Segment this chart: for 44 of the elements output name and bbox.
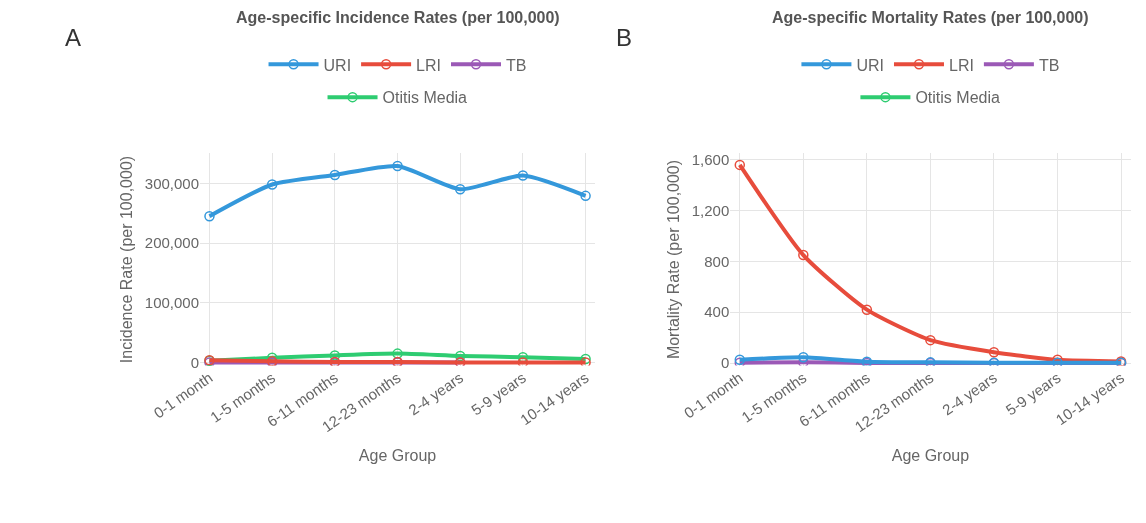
y-tick-label: 100,000 [144, 294, 200, 312]
point [798, 352, 809, 363]
legend-label: URI [323, 56, 352, 74]
legend-label: Otitis Media [915, 89, 1000, 107]
chart-title: Age-specific Incidence Rates (per 100,000) [236, 9, 560, 26]
y-tick-label: 400 [704, 303, 730, 321]
legend-label: LRI [948, 56, 974, 74]
point [580, 353, 591, 365]
point [734, 159, 746, 171]
x-axis-title: Age Group [891, 446, 970, 464]
x-axis-title: Age Group [358, 446, 437, 464]
point [266, 179, 278, 190]
legend-label: Otitis Media [382, 89, 468, 107]
legend-label: TB [1038, 56, 1060, 74]
text: A [65, 24, 82, 51]
point [454, 184, 466, 195]
y-tick-label: 800 [704, 252, 730, 270]
point [204, 210, 215, 222]
legend-label: TB [506, 56, 527, 74]
y-tick-label: 200,000 [144, 234, 200, 252]
point [925, 334, 936, 346]
point [454, 350, 466, 362]
point [861, 304, 873, 315]
text: B [616, 24, 633, 51]
point [517, 170, 529, 181]
legend-label: LRI [416, 56, 441, 74]
y-tick-label: 0 [190, 353, 200, 371]
y-tick-label: 300,000 [144, 174, 200, 192]
point [392, 160, 403, 172]
y-axis-title: Mortality Rate (per 100,000) [664, 159, 682, 360]
point [517, 357, 529, 366]
y-axis-title: Incidence Rate (per 100,000) [117, 155, 135, 364]
point [329, 169, 341, 181]
point [580, 357, 591, 366]
y-tick-label: 1,200 [691, 201, 730, 219]
point [392, 348, 403, 359]
y-tick-label: 0 [720, 354, 730, 372]
y-tick-label: 1,600 [691, 151, 730, 169]
chart-title: Age-specific Mortality Rates (per 100,000) [772, 9, 1089, 26]
point [798, 249, 809, 261]
point [580, 190, 591, 202]
point [988, 346, 1000, 358]
legend-label: URI [856, 56, 884, 74]
point [329, 350, 341, 361]
